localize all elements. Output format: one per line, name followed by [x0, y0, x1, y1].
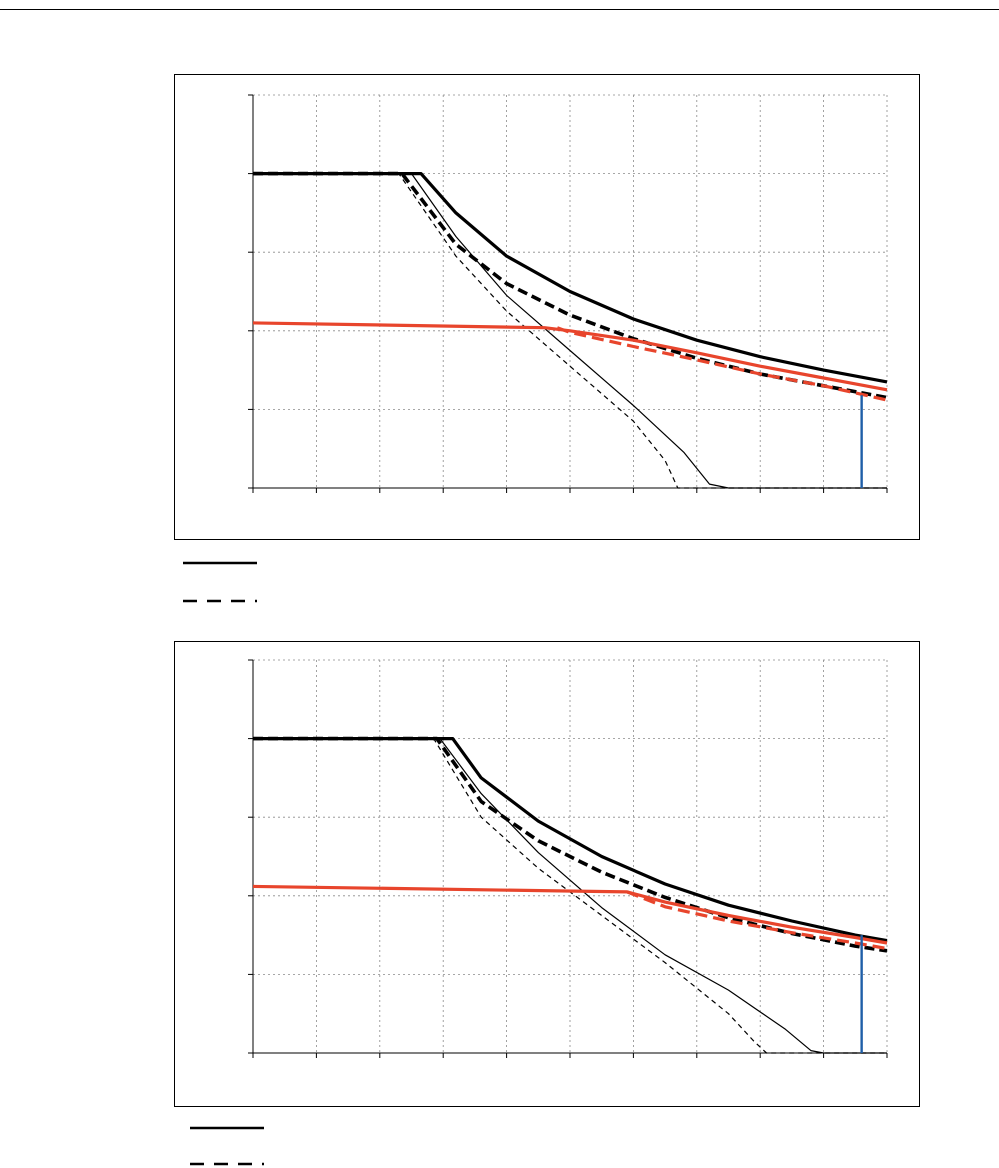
series-line-thin-dashed-black — [253, 737, 887, 1054]
legend-bottom — [190, 1126, 264, 1166]
chart-top — [248, 94, 888, 493]
series-line-thin-solid-black — [253, 173, 887, 489]
page-top-rule — [0, 9, 999, 10]
legend-top — [183, 561, 257, 603]
series-line-thick-dashed-red — [556, 326, 888, 402]
chart-frame-top — [174, 74, 920, 540]
chart-bottom — [248, 659, 888, 1058]
series-line-thick-solid-red — [252, 321, 888, 392]
series-line-thin-dashed-black — [253, 173, 887, 489]
series-line-thin-solid-black — [253, 737, 887, 1054]
series-line-thick-solid-black — [253, 736, 888, 943]
series-line-thick-solid-black — [253, 172, 888, 384]
series-line-thick-dashed-black — [253, 736, 888, 953]
chart-frame-bottom — [174, 641, 920, 1107]
